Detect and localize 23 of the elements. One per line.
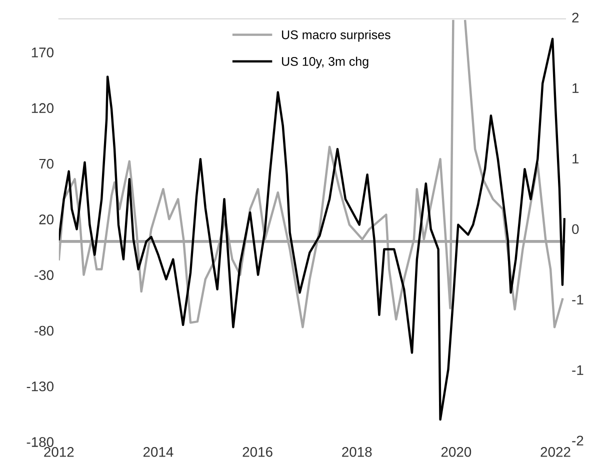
y-tick-label: -180 xyxy=(26,437,54,447)
text: 2 xyxy=(572,12,579,22)
text: -1 xyxy=(572,365,584,375)
text: 1 xyxy=(572,154,579,164)
y-tick-label: 20 xyxy=(39,214,54,224)
x-tick-label: 2016 xyxy=(242,447,272,457)
y-tick-label: 120 xyxy=(32,103,54,114)
y-tick-label: -80 xyxy=(34,326,54,336)
text: -1 xyxy=(572,294,584,304)
text: 1 xyxy=(572,83,579,93)
y-tick-label: -30 xyxy=(34,270,54,280)
x-tick-label: 2018 xyxy=(342,447,372,457)
legend-label: US macro surprises xyxy=(282,30,390,42)
y-tick-label: 70 xyxy=(39,158,54,169)
x-tick-label: 2014 xyxy=(143,447,174,457)
x-tick-label: 2020 xyxy=(441,447,472,457)
x-tick-label: 2022 xyxy=(540,447,570,457)
y-tick-label: -130 xyxy=(26,381,54,392)
text: -2 xyxy=(572,436,584,446)
x-tick-label: 2012 xyxy=(44,447,74,457)
y-tick-label: 170 xyxy=(32,48,54,58)
legend-label: US 10y, 3m chg xyxy=(282,56,368,68)
text: 0 xyxy=(572,224,579,234)
